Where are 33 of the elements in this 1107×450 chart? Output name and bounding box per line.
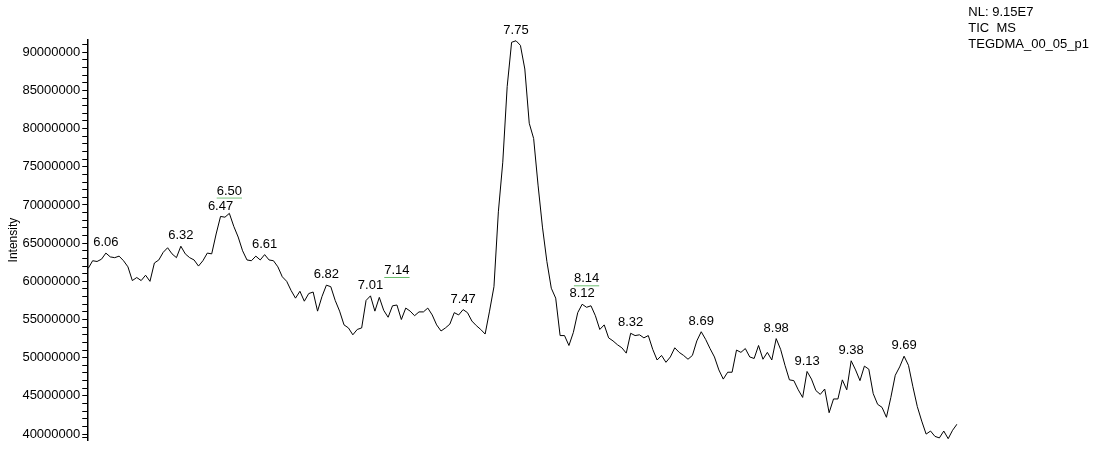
y-tick-label: 80000000 — [22, 120, 81, 136]
y-tick-label: 60000000 — [22, 272, 81, 288]
annotation: 9.13 — [794, 352, 820, 368]
annotation: 7.47 — [450, 290, 476, 306]
y-tick-label: 90000000 — [22, 43, 81, 59]
annotation: 9.38 — [838, 341, 864, 357]
annotation: 6.47 — [207, 197, 234, 213]
annotation: 8.98 — [763, 319, 789, 335]
annotation: 6.32 — [168, 227, 194, 243]
y-tick-label: 65000000 — [22, 234, 81, 250]
y-axis-title: Intensity — [5, 217, 20, 263]
annotation: 6.50 — [216, 182, 243, 198]
text: NL: 9.15E7 — [968, 4, 1035, 20]
annotation: 6.61 — [251, 235, 278, 251]
annotation: 8.69 — [688, 312, 714, 328]
annotation: 9.69 — [891, 337, 917, 353]
annotation: 6.82 — [313, 266, 340, 282]
y-tick-label: 70000000 — [22, 196, 81, 212]
y-tick-label: 75000000 — [22, 158, 81, 174]
annotation: 7.14 — [384, 261, 410, 277]
y-tick-label: 50000000 — [22, 349, 81, 365]
y-tick-label: 45000000 — [22, 387, 81, 403]
annotation: 8.12 — [569, 285, 595, 301]
annotation: 7.75 — [503, 21, 529, 37]
annotation: 6.06 — [93, 234, 119, 250]
annotation: 8.14 — [573, 270, 600, 286]
annotation: 7.01 — [357, 276, 384, 292]
y-tick-label: 40000000 — [22, 425, 81, 441]
y-tick-label: 55000000 — [22, 311, 81, 327]
annotation: 8.32 — [618, 314, 644, 330]
y-tick-label: 85000000 — [22, 81, 81, 97]
text: TEGDMA_00_05_p1 — [968, 36, 1089, 52]
text: TIC MS — [968, 20, 1017, 36]
